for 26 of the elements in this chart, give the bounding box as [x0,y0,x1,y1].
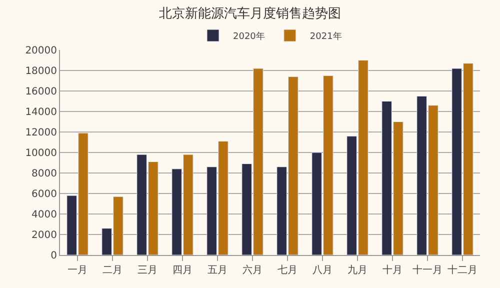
y-tick-label: 16000 [25,86,57,98]
y-tick-label: 20000 [25,46,57,56]
chart-title: 北京新能源汽车月度销售趋势图 [159,6,341,22]
x-tick-label: 七月 [278,264,298,276]
x-tick-label: 九月 [348,264,368,276]
legend-label: 2021年 [310,31,342,42]
y-tick-label: 2000 [32,230,57,241]
x-tick-label: 十一月 [412,264,442,276]
x-tick-label: 六月 [242,264,262,276]
legend-label: 2020年 [233,31,265,42]
x-tick-label: 五月 [208,265,228,276]
y-tick-label: 4000 [32,210,57,220]
x-tick-label: 三月 [138,265,158,276]
y-tick-label: 10000 [25,148,57,159]
y-tick-label: 14000 [25,107,57,118]
x-tick-label: 十二月 [448,264,478,276]
x-tick-label: 八月 [312,265,332,276]
y-tick-label: 12000 [25,128,57,138]
y-tick-label: 18000 [25,66,57,77]
x-tick-label: 十月 [382,264,402,276]
y-tick-label: 8000 [32,168,57,180]
x-tick-label: 二月 [102,265,122,276]
x-tick-label: 四月 [172,265,192,276]
x-tick-label: 一月 [68,265,88,276]
y-tick-label: 6000 [32,189,57,200]
y-tick-label: 0 [50,250,57,262]
